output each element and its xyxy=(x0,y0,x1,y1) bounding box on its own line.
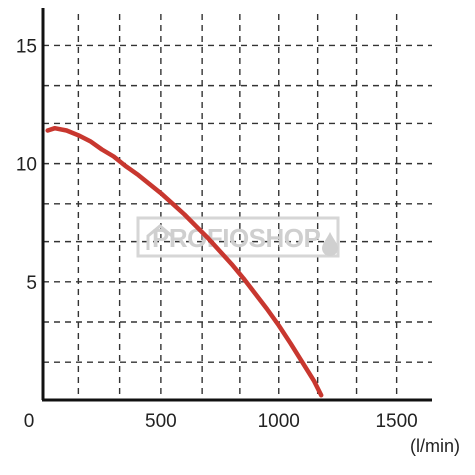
tick-labels: 0 500 1000 1500 5 10 15 (l/min) xyxy=(16,36,460,456)
x-tick-label-0: 0 xyxy=(24,411,35,432)
x-tick-label-1: 500 xyxy=(145,411,177,432)
x-axis-unit-label: (l/min) xyxy=(410,436,460,456)
y-tick-label-0: 5 xyxy=(26,273,37,294)
series xyxy=(45,125,324,398)
x-tick-label-3: 1500 xyxy=(375,411,417,432)
y-tick-label-1: 10 xyxy=(16,155,37,176)
axes xyxy=(41,8,432,402)
watermark-house-icon xyxy=(146,224,173,250)
grid xyxy=(43,14,432,400)
y-tick-label-2: 15 xyxy=(16,36,37,57)
watermark-frame xyxy=(136,216,340,258)
series-line-0 xyxy=(45,125,324,398)
watermark-text: PROFIOSHOP xyxy=(152,223,321,253)
watermark-drop-icon xyxy=(322,232,338,256)
watermark-logo: PROFIOSHOP xyxy=(136,216,340,258)
x-tick-label-2: 1000 xyxy=(258,411,300,432)
